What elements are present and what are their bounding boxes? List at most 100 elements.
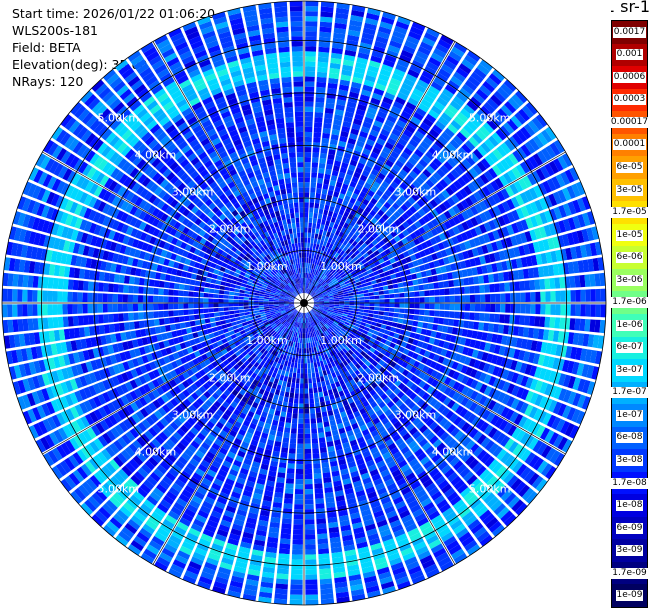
range-gate-cell xyxy=(322,127,331,134)
range-gate-cell xyxy=(345,262,351,268)
range-gate-cell xyxy=(344,229,351,236)
range-gate-cell xyxy=(540,165,551,179)
range-gate-cell xyxy=(300,368,304,374)
range-gate-cell xyxy=(524,280,531,291)
range-gate-cell xyxy=(282,380,287,387)
range-gate-cell xyxy=(342,246,349,252)
range-gate-cell xyxy=(449,303,455,311)
range-gate-cell xyxy=(566,185,576,199)
range-gate-cell xyxy=(297,337,301,343)
range-gate-cell xyxy=(391,278,398,284)
range-gate-cell xyxy=(543,195,553,209)
range-gate-cell xyxy=(495,303,501,313)
range-gate-cell xyxy=(337,312,343,316)
range-gate-cell xyxy=(316,310,322,314)
range-gate-cell xyxy=(304,257,307,263)
range-gate-cell xyxy=(508,441,519,453)
range-gate-cell xyxy=(354,243,361,250)
range-gate-cell xyxy=(520,375,529,387)
range-gate-cell xyxy=(304,433,311,439)
range-gate-cell xyxy=(558,388,567,401)
range-gate-cell xyxy=(322,291,327,295)
range-gate-cell xyxy=(398,54,412,64)
range-gate-cell xyxy=(539,396,548,409)
range-gate-cell xyxy=(389,361,397,368)
range-gate-cell xyxy=(363,217,371,225)
range-gate-cell xyxy=(392,243,400,250)
range-gate-cell xyxy=(531,422,542,436)
range-gate-cell xyxy=(467,249,474,258)
range-gate-cell xyxy=(313,298,319,301)
range-gate-cell xyxy=(356,252,363,259)
range-gate-cell xyxy=(584,243,593,257)
range-gate-cell xyxy=(420,241,428,250)
range-gate-cell xyxy=(422,322,429,329)
range-gate-cell xyxy=(410,345,417,352)
range-gate-cell xyxy=(412,202,421,211)
range-gate-cell xyxy=(423,350,431,358)
range-gate-cell xyxy=(313,306,319,309)
range-gate-cell xyxy=(323,374,329,381)
range-gate-cell xyxy=(516,446,527,459)
range-gate-cell xyxy=(546,178,557,192)
field-label: Field: BETA xyxy=(12,40,81,55)
range-gate-cell xyxy=(305,579,318,585)
range-gate-cell xyxy=(496,190,506,202)
range-gate-cell xyxy=(487,231,496,242)
range-gate-cell xyxy=(437,192,446,202)
range-gate-cell xyxy=(305,11,318,17)
range-gate-cell xyxy=(535,291,541,302)
range-gate-cell xyxy=(444,303,450,310)
range-gate-cell xyxy=(304,368,308,374)
range-gate-cell xyxy=(483,101,496,114)
range-gate-cell xyxy=(505,237,513,248)
range-gate-cell xyxy=(281,442,289,449)
range-gate-cell xyxy=(290,362,295,368)
range-gate-cell xyxy=(414,291,420,297)
range-gate-cell xyxy=(348,244,355,251)
range-gate-cell xyxy=(319,447,327,454)
range-gate-cell xyxy=(494,417,504,429)
range-gate-cell xyxy=(286,473,295,479)
range-gate-cell xyxy=(382,59,395,68)
range-gate-cell xyxy=(304,197,309,203)
range-gate-cell xyxy=(356,57,368,65)
range-gate-cell xyxy=(308,217,313,223)
range-gate-cell xyxy=(354,323,361,328)
range-gate-cell xyxy=(385,209,393,218)
range-gate-cell xyxy=(428,147,438,157)
range-gate-cell xyxy=(503,122,515,135)
range-gate-cell xyxy=(348,307,354,311)
range-gate-cell xyxy=(314,202,320,209)
range-gate-cell xyxy=(333,223,339,230)
range-gate-cell xyxy=(313,269,317,275)
range-gate-cell xyxy=(472,133,483,144)
ray xyxy=(313,306,591,410)
range-gate-cell xyxy=(447,342,455,351)
range-gate-cell xyxy=(413,238,421,246)
range-gate-cell xyxy=(297,342,300,348)
range-gate-cell xyxy=(366,12,380,21)
range-gate-cell xyxy=(381,181,390,189)
range-gate-cell xyxy=(305,554,317,560)
range-gate-cell xyxy=(338,89,348,96)
range-gate-cell xyxy=(325,288,331,292)
range-gate-cell xyxy=(376,254,383,260)
range-gate-cell xyxy=(390,193,398,202)
range-gate-cell xyxy=(313,212,318,219)
range-gate-cell xyxy=(327,210,334,217)
range-gate-cell xyxy=(426,385,435,395)
range-gate-cell xyxy=(428,189,437,198)
range-gate-cell xyxy=(446,104,459,115)
range-gate-cell xyxy=(314,259,318,265)
range-gate-cell xyxy=(457,213,466,223)
range-gate-cell xyxy=(452,381,461,391)
range-gate-cell xyxy=(362,198,370,206)
range-gate-cell xyxy=(494,313,500,323)
range-gate-cell xyxy=(447,80,460,91)
range-gate-cell xyxy=(540,252,548,265)
range-gate-cell xyxy=(525,304,531,314)
range-gate-cell xyxy=(591,366,600,380)
range-gate-cell xyxy=(350,253,357,259)
range-gate-cell xyxy=(291,382,296,389)
